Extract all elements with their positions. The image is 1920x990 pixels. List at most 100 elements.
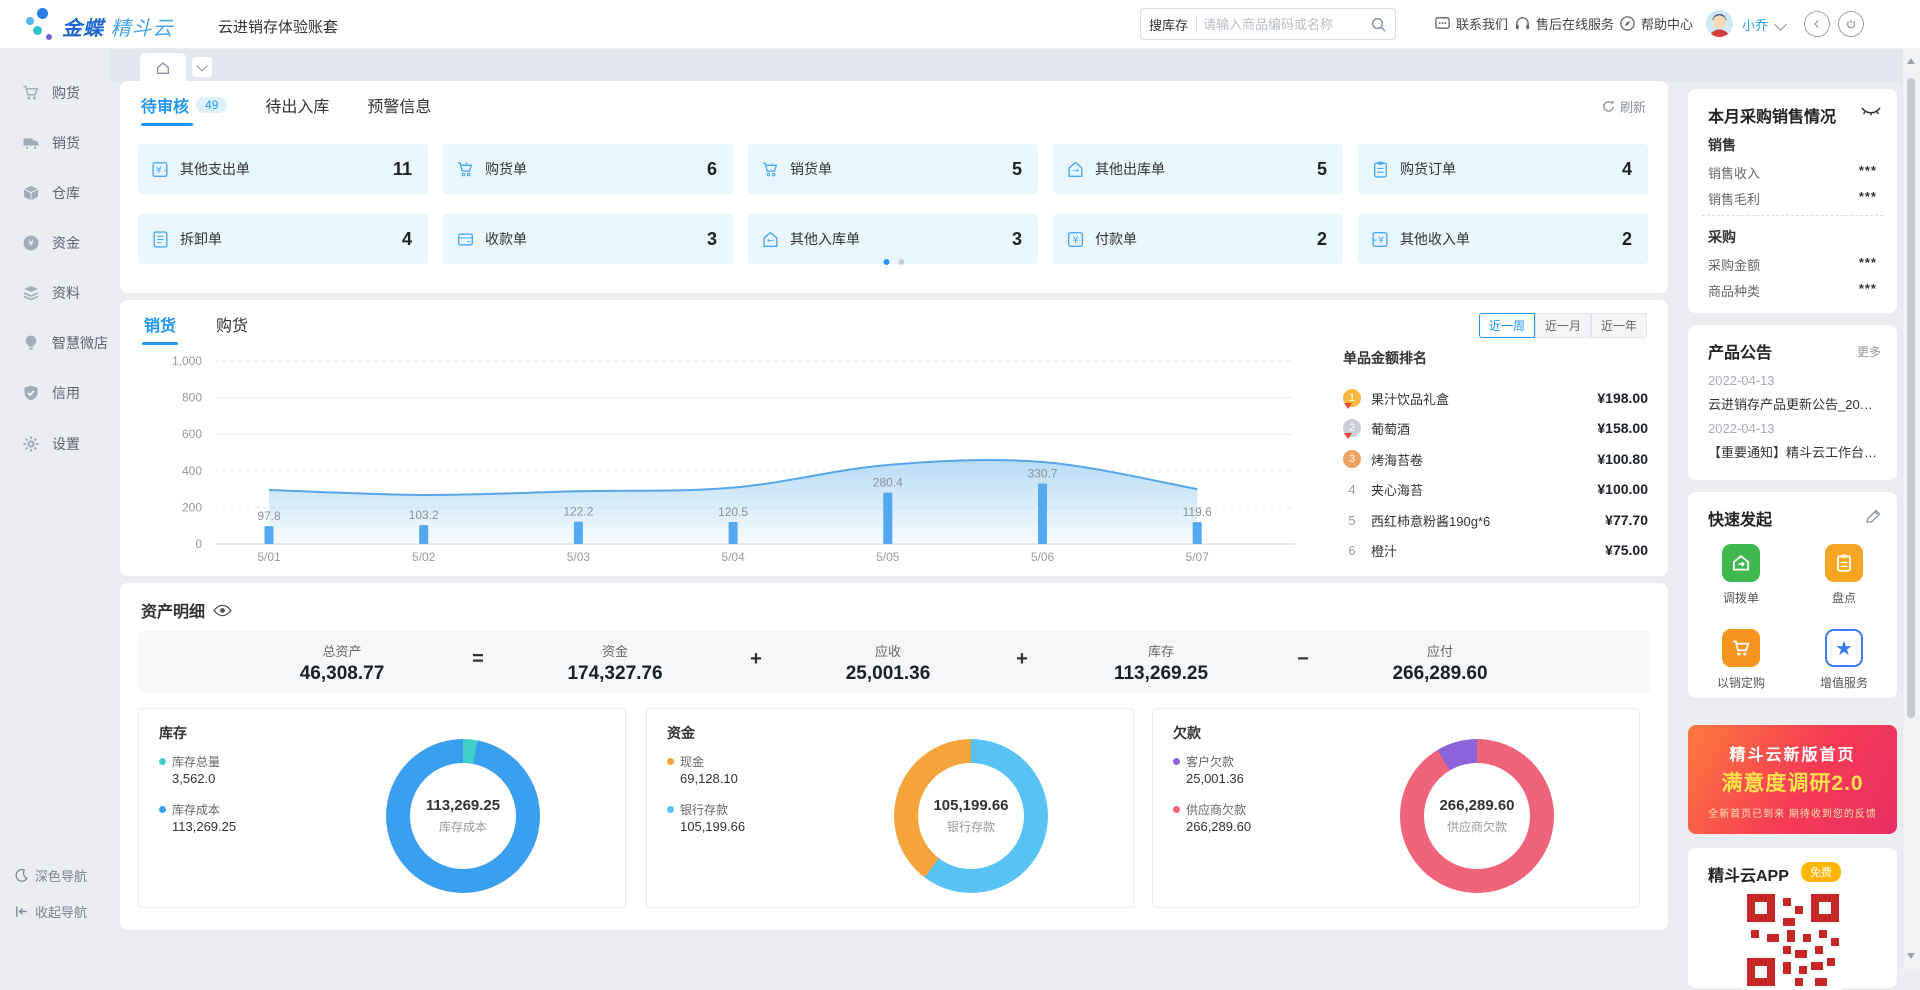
ranking-item[interactable]: 4 夹心海苔 ¥100.00 <box>1343 476 1648 502</box>
eye-icon[interactable] <box>213 604 232 617</box>
announcement-link[interactable]: 云进销存产品更新公告_20220... <box>1708 394 1878 413</box>
ranking-item[interactable]: 2 葡萄酒 ¥158.00 <box>1343 415 1648 441</box>
receivable-value: 25,001.36 <box>846 663 931 685</box>
page-scrollbar[interactable] <box>1902 48 1920 969</box>
sidebar-item-credit[interactable]: 信用 <box>0 378 110 408</box>
scroll-down-arrow[interactable] <box>1907 953 1915 959</box>
tab-pending-inout[interactable]: 待出入库 <box>265 93 329 117</box>
pending-card-other-expense[interactable]: ¥» 其他支出单 11 <box>138 144 428 194</box>
pending-cards-grid: ¥» 其他支出单 11 + 购货单 6 - 销货单 5 → 其他出库单 5 购货… <box>138 144 1650 264</box>
sales-trend-chart: 02004006008001,00097.85/01103.25/02122.2… <box>140 345 1320 567</box>
cart-icon: - <box>761 160 780 179</box>
sidebar-item-data[interactable]: 资料 <box>0 278 110 308</box>
back-button[interactable] <box>1804 11 1830 37</box>
ranking-item[interactable]: 3 烤海苔卷 ¥100.80 <box>1343 446 1648 472</box>
svg-text:119.6: 119.6 <box>1183 505 1212 519</box>
sidebar-item-funds[interactable]: ¥ 资金 <box>0 228 110 258</box>
inventory-search[interactable]: 搜库存 <box>1140 8 1396 40</box>
survey-banner[interactable]: 精斗云新版首页 满意度调研2.0 全新首页已到来 期待收到您的反馈 <box>1688 725 1897 834</box>
tab-purchase-trend[interactable]: 购货 <box>216 312 248 336</box>
legend-dot <box>667 758 674 765</box>
pending-card-other-inbound[interactable]: ← 其他入库单 3 <box>748 214 1038 264</box>
carousel-dot-1[interactable] <box>884 259 890 265</box>
after-sales-link[interactable]: 售后在线服务 <box>1514 14 1614 33</box>
svg-text:280.4: 280.4 <box>873 476 903 490</box>
legend-dot <box>667 806 674 813</box>
operator: − <box>1297 648 1309 671</box>
masked-value: *** <box>1859 189 1877 208</box>
tab-sales-trend[interactable]: 销货 <box>144 312 176 336</box>
pending-card-other-outbound[interactable]: → 其他出库单 5 <box>1053 144 1343 194</box>
funds-donut-chart[interactable]: 105,199.66银行存款 <box>894 739 1048 893</box>
brand-logo[interactable]: 金蝶 精斗云 <box>62 12 174 41</box>
pending-card-purchase-request[interactable]: 购货订单 4 <box>1358 144 1648 194</box>
monthly-stats-panel: 本月采购销售情况 销售 销售收入*** 销售毛利*** 采购 采购金额*** 商… <box>1688 89 1897 313</box>
scroll-up-arrow[interactable] <box>1907 58 1915 64</box>
pending-card-receipt[interactable]: 收款单 3 <box>443 214 733 264</box>
quick-action-transfer[interactable]: 调拨单 <box>1702 544 1780 606</box>
search-input[interactable] <box>1197 17 1370 32</box>
more-link[interactable]: 更多 <box>1857 343 1881 360</box>
brand-bold: 金蝶 <box>62 18 104 40</box>
sell-to-buy-cart-icon <box>1722 629 1760 667</box>
carousel-dot-2[interactable] <box>899 259 905 265</box>
help-center-label: 帮助中心 <box>1641 14 1693 33</box>
refresh-button[interactable]: 刷新 <box>1602 97 1646 116</box>
edit-icon[interactable] <box>1865 508 1881 524</box>
svg-text:1,000: 1,000 <box>172 354 202 368</box>
masked-value: *** <box>1859 255 1877 274</box>
sidebar-item-purchase[interactable]: 购货 <box>0 78 110 108</box>
eye-closed-icon[interactable] <box>1861 107 1881 117</box>
logout-button[interactable] <box>1838 11 1864 37</box>
quick-action-sell-to-buy[interactable]: 以销定购 <box>1702 629 1780 691</box>
svg-text:200: 200 <box>182 500 202 514</box>
range-year-button[interactable]: 近一年 <box>1591 313 1647 338</box>
sidebar-item-warehouse[interactable]: 仓库 <box>0 178 110 208</box>
announcement-link[interactable]: 【重要通知】精斗云工作台域... <box>1708 442 1878 461</box>
pending-card-other-income[interactable]: ¥« 其他收入单 2 <box>1358 214 1648 264</box>
sidebar-item-sales[interactable]: 销货 <box>0 128 110 158</box>
sidebar-item-settings[interactable]: 设置 <box>0 429 110 459</box>
quick-action-stocktake[interactable]: 盘点 <box>1805 544 1883 606</box>
username[interactable]: 小乔 <box>1742 15 1768 34</box>
warehouse-in-icon: ← <box>761 230 780 249</box>
search-icon[interactable] <box>1370 16 1387 33</box>
debt-donut-chart[interactable]: 266,289.60供应商欠款 <box>1400 739 1554 893</box>
svg-text:97.8: 97.8 <box>257 509 281 523</box>
contact-us-link[interactable]: 联系我们 <box>1434 14 1508 33</box>
search-scope-label[interactable]: 搜库存 <box>1149 15 1196 34</box>
assets-panel: 资产明细 总资产46,308.77 = 资金174,327.76 + 应收25,… <box>120 583 1668 930</box>
pending-card-sales-order[interactable]: - 销货单 5 <box>748 144 1038 194</box>
dark-nav-toggle[interactable]: 深色导航 <box>14 866 87 885</box>
user-menu-chevron-icon[interactable] <box>1774 18 1787 31</box>
svg-text:¥: ¥ <box>156 164 162 175</box>
tab-pending-audit[interactable]: 待审核 49 <box>141 93 227 117</box>
tab-dropdown-button[interactable] <box>192 57 212 77</box>
svg-text:»: » <box>164 165 169 174</box>
user-avatar[interactable] <box>1706 10 1733 37</box>
range-week-button[interactable]: 近一周 <box>1479 313 1535 338</box>
svg-text:←: ← <box>767 235 774 245</box>
pending-card-purchase-order[interactable]: + 购货单 6 <box>443 144 733 194</box>
pending-card-payment[interactable]: ¥ 付款单 2 <box>1053 214 1343 264</box>
ranking-item[interactable]: 6 橙汁 ¥75.00 <box>1343 537 1648 563</box>
scrollbar-thumb[interactable] <box>1907 78 1915 718</box>
legend-dot <box>159 758 166 765</box>
home-tab[interactable] <box>140 53 186 82</box>
pending-card-disassembly[interactable]: 拆卸单 4 <box>138 214 428 264</box>
collapse-nav-toggle[interactable]: 收起导航 <box>14 902 87 921</box>
masked-value: *** <box>1859 163 1877 182</box>
svg-text:¥: ¥ <box>28 239 34 249</box>
chat-icon <box>1434 15 1451 32</box>
cart-plus-icon: + <box>456 160 475 179</box>
svg-text:5/02: 5/02 <box>412 550 436 564</box>
ranking-item[interactable]: 5 西红柿意粉酱190g*6 ¥77.70 <box>1343 507 1648 533</box>
ranking-item[interactable]: 1 果汁饮品礼盒 ¥198.00 <box>1343 385 1648 411</box>
inventory-donut-chart[interactable]: 113,269.25库存成本 <box>386 739 540 893</box>
help-center-link[interactable]: 帮助中心 <box>1619 14 1693 33</box>
range-month-button[interactable]: 近一月 <box>1535 313 1591 338</box>
quick-action-value-added[interactable]: ★ 增值服务 <box>1805 629 1883 691</box>
sidebar-item-smart-store[interactable]: 智慧微店 <box>0 328 110 358</box>
tab-warning-info[interactable]: 预警信息 <box>367 93 431 117</box>
svg-text:400: 400 <box>182 464 202 478</box>
